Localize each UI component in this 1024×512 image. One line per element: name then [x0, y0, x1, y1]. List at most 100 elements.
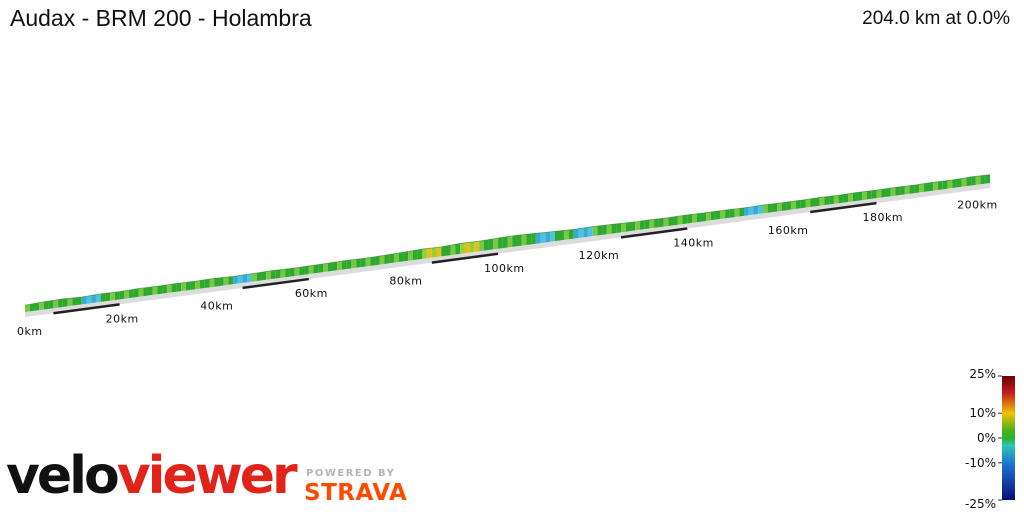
profile-slice [313, 264, 319, 274]
profile-slice [280, 269, 286, 278]
profile-slice [654, 218, 659, 228]
profile-slice [77, 297, 82, 306]
profile-slice [252, 272, 257, 282]
profile-slice [890, 187, 896, 197]
profile-slice [129, 289, 134, 299]
route-title: Audax - BRM 200 - Holambra [10, 5, 312, 31]
profile-slice [62, 298, 68, 307]
profile-slice [100, 293, 106, 302]
profile-slice [446, 245, 451, 256]
gradient-legend-label: 10% [969, 406, 996, 420]
profile-slice [266, 270, 271, 280]
distance-base-segment [810, 201, 877, 214]
profile-slice [48, 300, 54, 309]
profile-slice [952, 179, 957, 189]
profile-slice [209, 278, 215, 288]
profile-slice [152, 286, 158, 295]
profile-slice [786, 201, 792, 211]
profile-slice [663, 217, 669, 227]
profile-slice [332, 261, 338, 271]
profile-slice [25, 304, 30, 312]
distance-tick-label: 120km [579, 249, 620, 262]
profile-slice [393, 252, 399, 263]
profile-top-edge [24, 174, 991, 306]
profile-slice [857, 191, 863, 201]
profile-slice [885, 188, 891, 197]
profile-slice [696, 213, 702, 223]
profile-slice [455, 243, 461, 255]
profile-slice [980, 175, 986, 185]
gradient-legend-label: -10% [965, 456, 996, 470]
profile-slice [228, 276, 234, 285]
profile-slice [507, 235, 513, 248]
profile-slice [275, 269, 281, 279]
profile-slice [867, 190, 872, 200]
profile-slice [460, 242, 465, 254]
profile-slice [791, 200, 797, 210]
profile-slice [758, 205, 763, 214]
profile-slice [256, 272, 262, 282]
profile-slice [450, 244, 456, 256]
profile-slice [483, 239, 489, 251]
profile-slice [635, 221, 640, 231]
profile-slice [772, 203, 778, 213]
profile-slice [767, 203, 773, 213]
distance-tick-label: 160km [768, 224, 809, 237]
profile-slice [975, 175, 981, 185]
profile-slice [200, 279, 205, 289]
gradient-legend: 25% 10% 0% -10% -25% [965, 367, 1015, 511]
profile-slice [39, 301, 44, 311]
profile-slice [871, 190, 877, 199]
profile-side [25, 183, 990, 317]
profile-slice [237, 275, 243, 284]
distance-tick-label: 20km [106, 312, 139, 325]
profile-slice [408, 250, 413, 261]
profile-slice [431, 247, 437, 258]
profile-slice [72, 297, 78, 306]
profile-slice [554, 230, 560, 242]
profile-slice [375, 256, 380, 266]
profile-slice [824, 196, 830, 206]
profile-slice [819, 196, 825, 206]
profile-slice [356, 258, 361, 268]
distance-axis: 0km 20km 40km 60km 80km 100km 120km 140km 160km 1… [17, 199, 997, 338]
profile-slice [710, 211, 716, 221]
profile-slice [223, 276, 229, 286]
profile-slice [833, 195, 839, 204]
profile-slice [781, 202, 787, 211]
profile-slice [900, 186, 905, 196]
profile-slice [753, 205, 759, 215]
profile-slice [848, 193, 853, 202]
profile-slice [479, 240, 484, 252]
profile-slice [195, 280, 201, 290]
profile-slice [91, 294, 96, 304]
profile-slice [961, 177, 967, 187]
profile-slice [923, 182, 929, 192]
profile-slice [956, 178, 962, 188]
profile-slice [564, 229, 569, 240]
profile-slice [606, 224, 612, 235]
profile-slice [58, 298, 63, 308]
profile-slice [838, 194, 844, 204]
profile-slice [185, 281, 191, 291]
profile-slice [881, 188, 886, 198]
profile-slice [389, 253, 394, 264]
profile-ribbon [24, 174, 991, 317]
gradient-legend-label: -25% [965, 497, 996, 511]
profile-slice [919, 183, 924, 193]
distance-tick-label: 0km [17, 325, 43, 338]
profile-slice [796, 200, 801, 209]
distance-base-segment [431, 252, 499, 264]
profile-slice [110, 292, 115, 301]
profile-slice [583, 227, 588, 238]
profile-slice [568, 229, 574, 240]
profile-slice [734, 208, 740, 218]
profile-slice [464, 242, 470, 254]
profile-slice [933, 181, 938, 191]
profile-slice [493, 238, 499, 250]
strava-logo: STRAVA [304, 480, 408, 506]
profile-slice [370, 256, 376, 266]
profile-slice [360, 258, 366, 268]
distance-tick-label: 80km [389, 274, 422, 287]
profile-slice [658, 218, 664, 228]
